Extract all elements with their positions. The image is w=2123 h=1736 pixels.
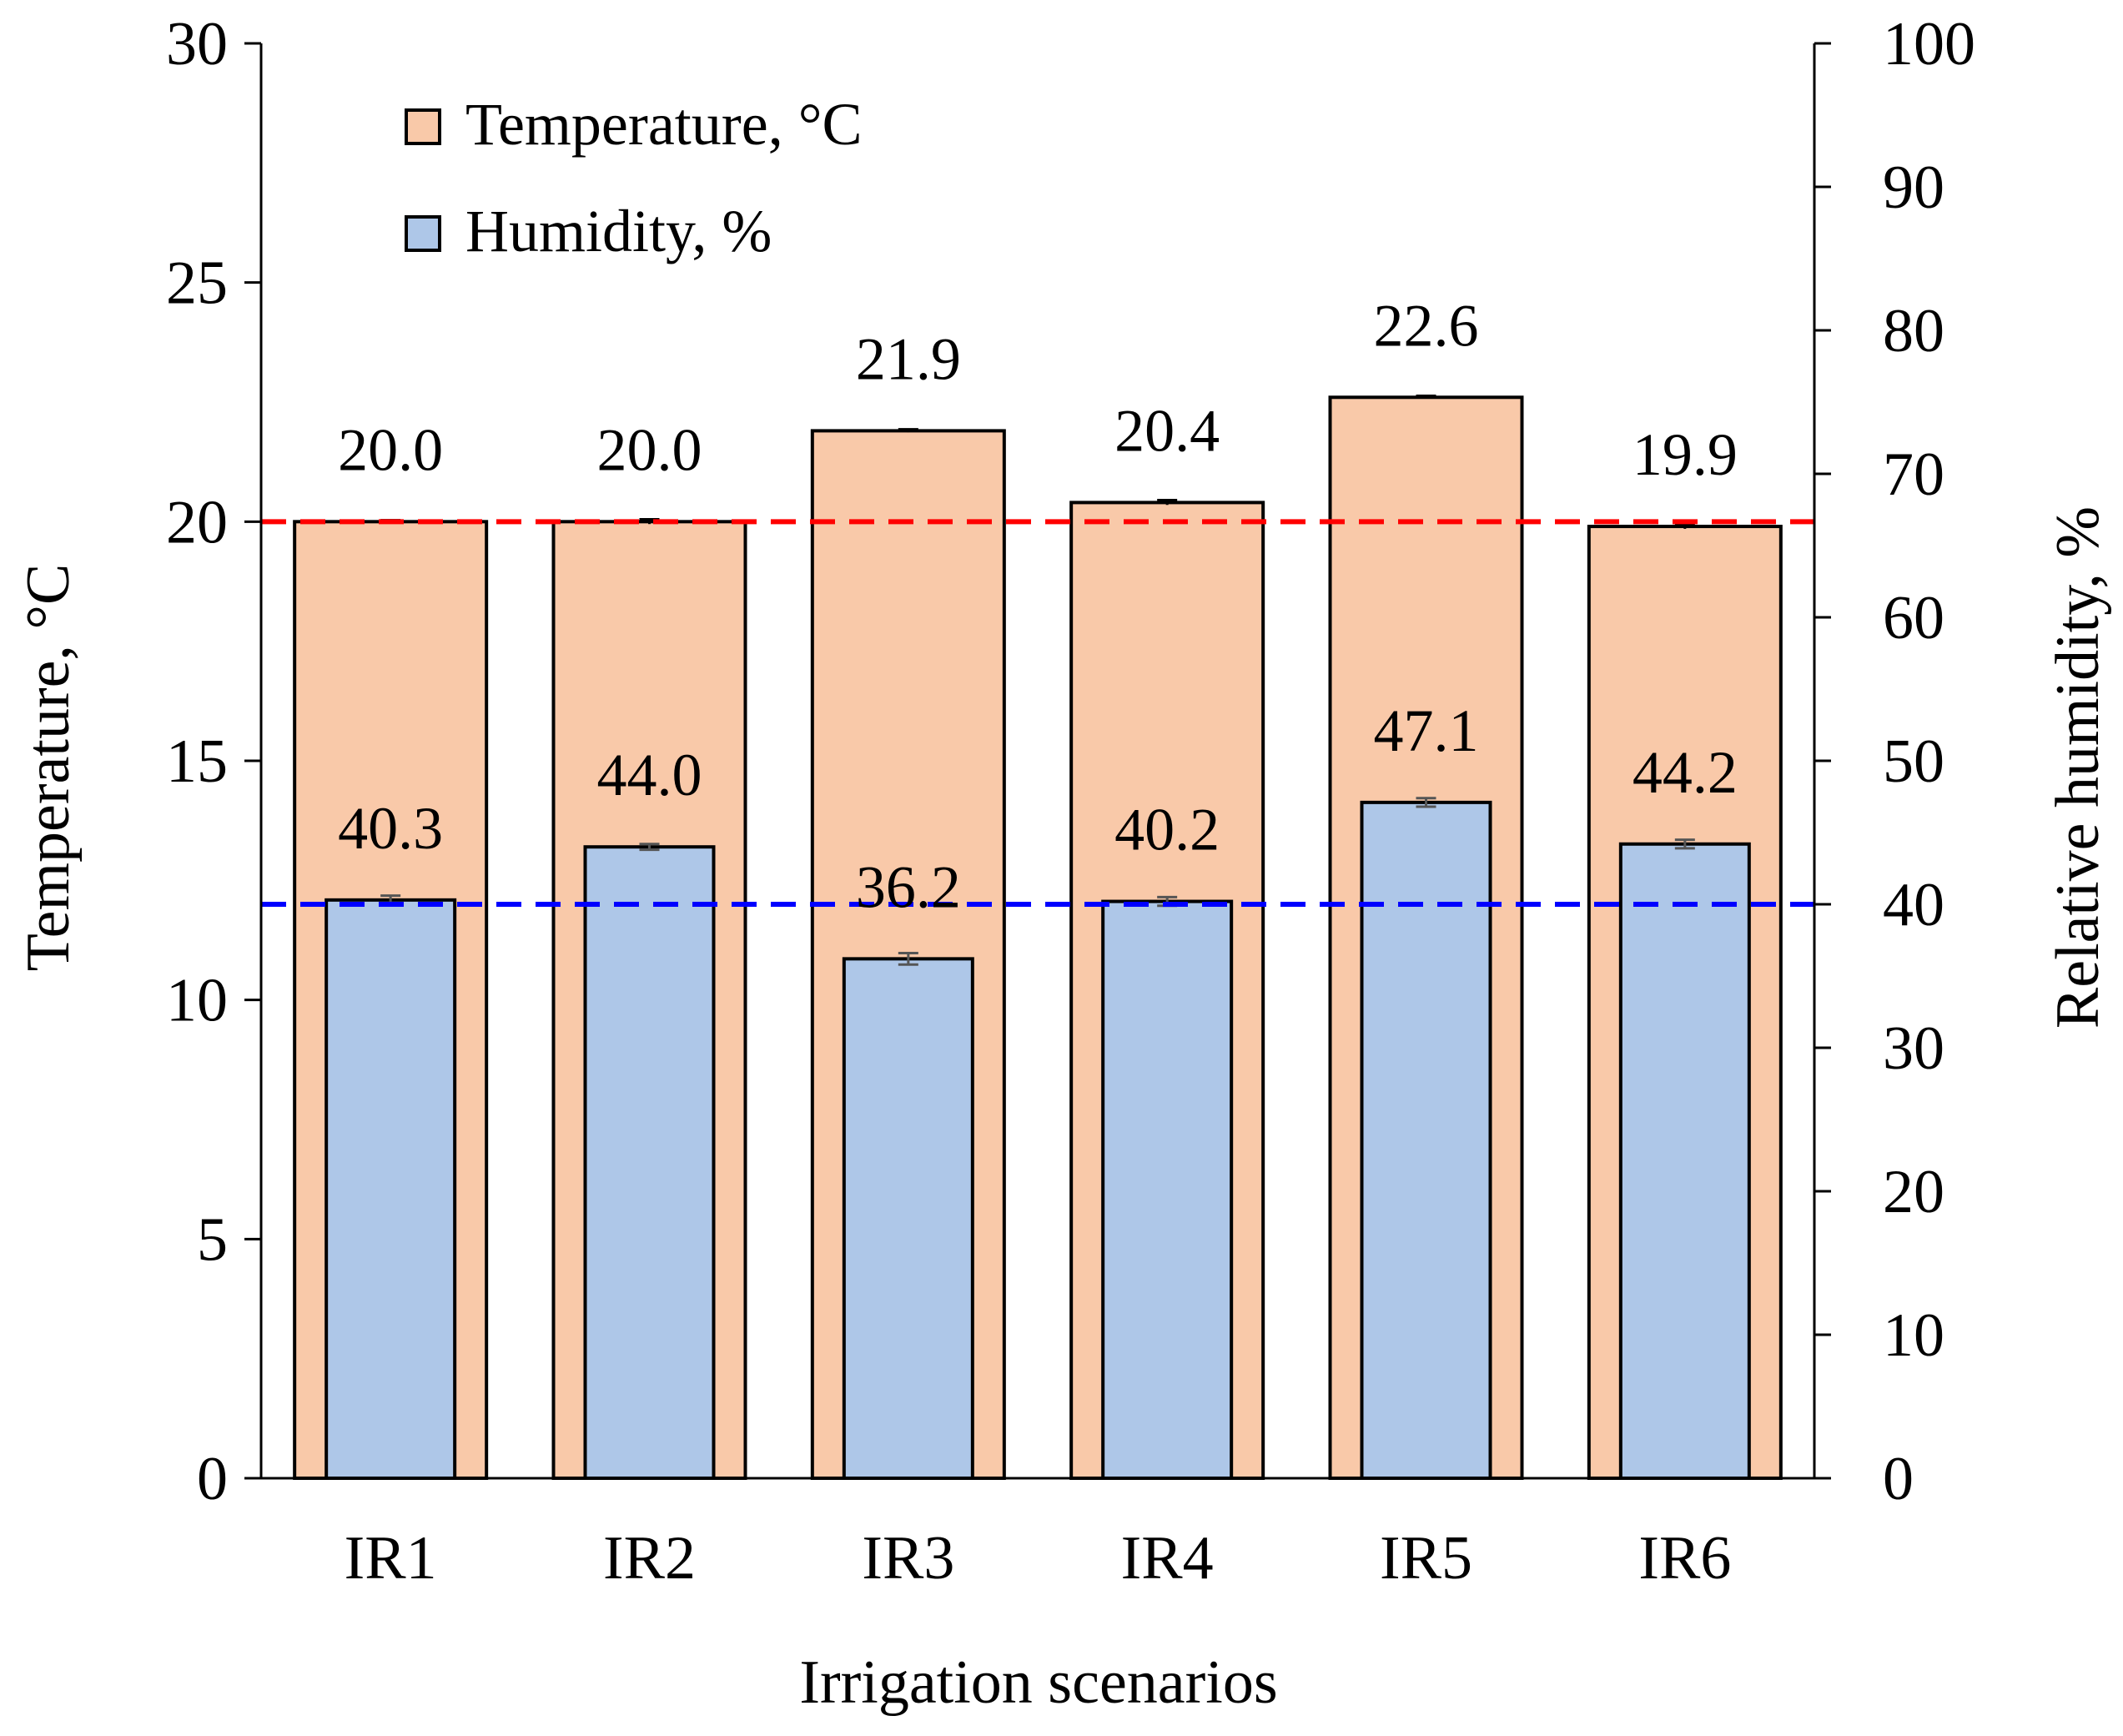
y-left-tick-label-0: 0 [197, 1445, 228, 1513]
y-left-tick-label-5: 5 [197, 1205, 228, 1274]
y-right-tick-label-60: 60 [1883, 584, 1944, 652]
y-axis-right-title: Relative humidity, % [2044, 506, 2112, 1029]
humidity-value-label-IR1: 40.3 [338, 795, 443, 862]
legend-swatch-temperature [405, 108, 441, 145]
temperature-value-label-IR6: 19.9 [1632, 421, 1738, 488]
temperature-bars [293, 395, 1783, 1480]
y-left-tick-label-15: 15 [166, 727, 228, 796]
y-left-tick-label-25: 25 [166, 249, 228, 318]
temperature-value-label-IR1: 20.0 [338, 416, 443, 483]
temperature-value-label-IR4: 20.4 [1114, 397, 1220, 464]
y-left-tick-label-20: 20 [166, 488, 228, 556]
humidity-value-label-IR3: 36.2 [856, 853, 961, 920]
y-right-tick-label-10: 10 [1883, 1301, 1944, 1370]
y-right-tick-label-0: 0 [1883, 1445, 1914, 1513]
humidity-bar-IR3 [842, 957, 974, 1480]
x-tick-label-IR2: IR2 [603, 1524, 696, 1593]
temperature-value-label-IR3: 21.9 [856, 325, 961, 392]
x-tick-label-IR4: IR4 [1121, 1524, 1214, 1593]
temperature-value-label-IR5: 22.6 [1374, 292, 1479, 359]
y-axis-left-title: Temperature, °C [14, 564, 83, 972]
humidity-value-label-IR6: 44.2 [1632, 739, 1738, 806]
y-right-tick-label-80: 80 [1883, 297, 1944, 365]
temperature-value-label-IR2: 20.0 [597, 416, 702, 483]
legend-swatch-humidity [405, 215, 441, 252]
y-right-tick-label-20: 20 [1883, 1158, 1944, 1226]
humidity-bar-IR5 [1360, 800, 1492, 1480]
x-axis-title: Irrigation scenarios [799, 1648, 1277, 1717]
y-left-tick-label-10: 10 [166, 967, 228, 1035]
legend-label-temperature: Temperature, °C [465, 91, 863, 158]
legend-label-humidity: Humidity, % [465, 198, 772, 264]
humidity-bar-IR1 [324, 898, 457, 1480]
y-right-tick-label-100: 100 [1883, 10, 1975, 78]
x-tick-label-IR5: IR5 [1380, 1524, 1472, 1593]
legend: Temperature, °C Humidity, % [405, 91, 863, 264]
axes: IR1 IR2 IR3 IR4 IR5 IR6 0 5 10 15 20 25 30 0 10 20 30 40 5… [166, 10, 1975, 1593]
humidity-value-label-IR2: 44.0 [597, 742, 702, 808]
humidity-bars [324, 797, 1751, 1481]
humidity-bar-IR2 [583, 845, 716, 1480]
y-left-tick-label-30: 30 [166, 10, 228, 78]
y-right-tick-label-70: 70 [1883, 440, 1944, 509]
y-right-tick-label-30: 30 [1883, 1014, 1944, 1083]
x-tick-label-IR6: IR6 [1638, 1524, 1731, 1593]
x-tick-label-IR1: IR1 [345, 1524, 437, 1593]
humidity-value-label-IR4: 40.2 [1114, 797, 1220, 863]
humidity-bar-IR6 [1618, 842, 1751, 1480]
x-tick-label-IR3: IR3 [862, 1524, 954, 1593]
humidity-bar-IR4 [1101, 899, 1234, 1481]
data-labels: 20.0 40.3 20.0 44.0 21.9 36.2 20.4 40.2 22.6 47.1… [338, 292, 1738, 920]
humidity-value-label-IR5: 47.1 [1374, 697, 1479, 764]
y-right-tick-label-90: 90 [1883, 153, 1944, 222]
y-right-tick-label-40: 40 [1883, 871, 1944, 939]
reference-lines [261, 519, 1814, 907]
y-right-tick-label-50: 50 [1883, 727, 1944, 796]
